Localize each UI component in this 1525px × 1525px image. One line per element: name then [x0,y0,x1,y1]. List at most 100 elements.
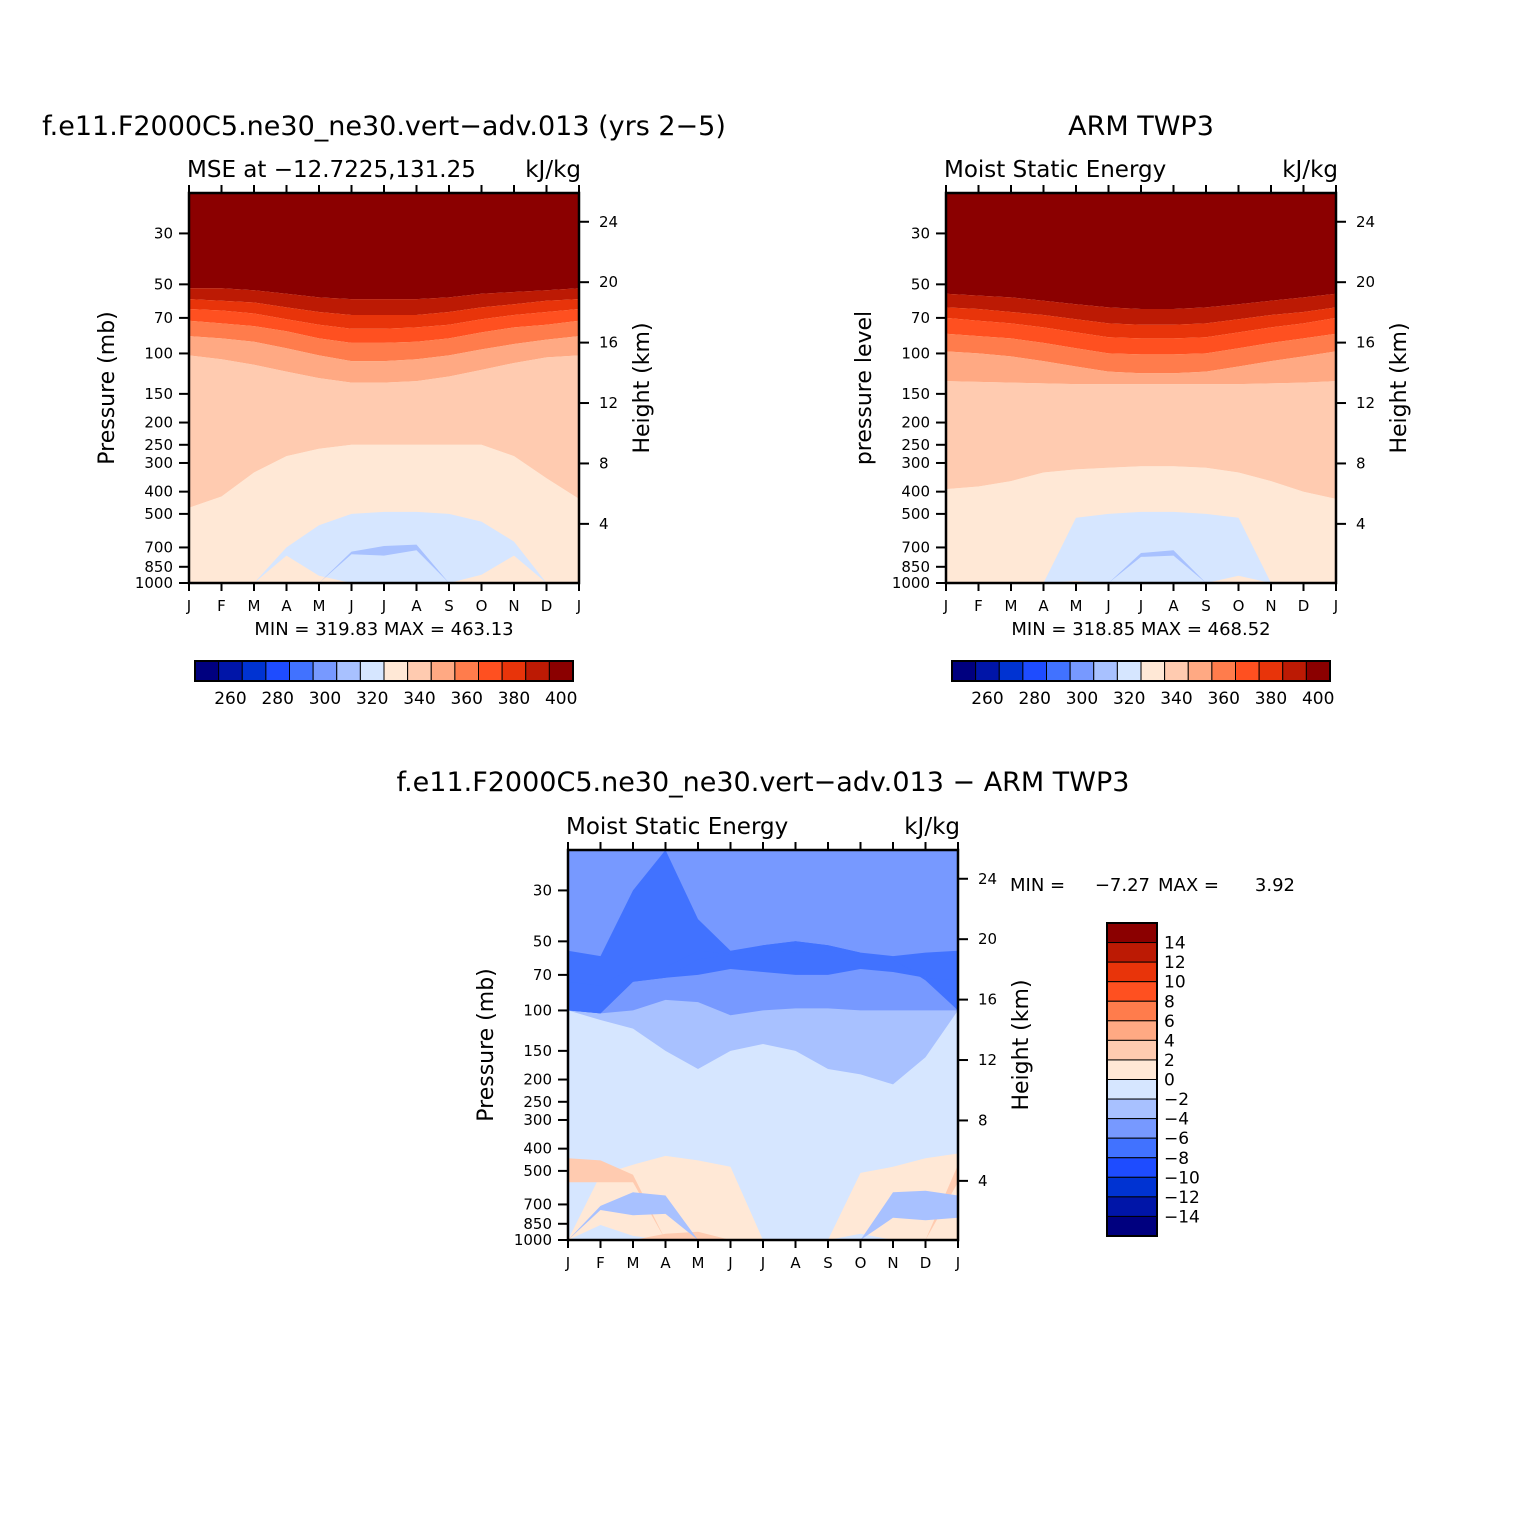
colorbar-box [1106,1020,1158,1041]
y-tick-label: 850 [523,1215,552,1233]
x-tick-label: J [1105,597,1110,615]
colorbar-label: 280 [1018,689,1050,709]
y-tick-label: 30 [911,224,930,242]
x-tick-label: N [887,1254,898,1272]
y-tick-label: 30 [533,881,552,899]
contour-band [946,550,1336,583]
colorbar-box [998,660,1024,682]
colorbar-label: −10 [1164,1168,1200,1188]
x-tick-label: J [955,1254,960,1272]
x-tick-label: S [444,597,454,615]
colorbar-box [1164,660,1189,682]
colorbar-label: 260 [214,689,246,709]
panel-observations: ARM TWP3 Moist Static Energy kJ/kg J F M A M J J A… [852,111,1412,709]
colorbar-label: −6 [1164,1129,1189,1149]
colorbar-box [1106,942,1158,963]
x-tick-label: J [186,597,191,615]
x-tick-label: J [576,597,581,615]
x-tick-label: J [348,597,353,615]
x-tick-label: M [313,597,326,615]
colorbar-label: 360 [450,689,482,709]
y-tick-label: 850 [901,558,930,576]
contour-band [946,333,1336,374]
units-label: kJ/kg [525,157,581,183]
colorbar-label: 2 [1164,1051,1175,1071]
x-tick-label: M [1005,597,1018,615]
y-tick-label-right: 20 [599,273,618,291]
colorbar-label: 280 [261,689,293,709]
contour-band [189,336,579,383]
y-tick-label-right: 8 [599,454,609,472]
x-tick-label: D [541,597,553,615]
colorbar-label: 400 [1302,689,1334,709]
colorbar-frame [194,660,574,682]
contour-band [946,351,1336,385]
y-tick-label: 150 [901,385,930,403]
colorbar-label: 6 [1164,1012,1175,1032]
y-tick-label: 100 [901,344,930,362]
colorbar-box [336,660,361,682]
colorbar-box [289,660,314,682]
y-tick-label: 500 [523,1162,552,1180]
y-tick-label: 250 [144,436,173,454]
chart-title: f.e11.F2000C5.ne30_ne30.vert−adv.013 (yr… [42,111,726,142]
colorbar-box [501,660,527,682]
y-tick-label: 400 [901,483,930,501]
colorbar-frame [1106,922,1158,1237]
y-tick-label-right: 24 [978,870,997,888]
colorbar-box [1106,1079,1158,1100]
colorbar-box [1022,660,1047,682]
chart-title: f.e11.F2000C5.ne30_ne30.vert−adv.013 − A… [397,767,1130,798]
colorbar-label: 320 [356,689,388,709]
contour-band [568,1231,958,1240]
colorbar-box [359,660,385,682]
colorbar-label: 360 [1207,689,1239,709]
y-tick-label: 1000 [135,574,173,592]
y-tick-label: 200 [144,414,173,432]
x-tick-label: A [790,1254,801,1272]
y-tick-label: 150 [523,1042,552,1060]
y-tick-label-right: 4 [1356,515,1366,533]
contour-band [946,193,1336,309]
y-tick-label: 70 [911,309,930,327]
colorbar-box [1106,981,1158,1002]
y-tick-label: 400 [523,1140,552,1158]
x-tick-label: J [1333,597,1338,615]
colorbar-label: 10 [1164,973,1186,993]
y-tick-label: 700 [523,1195,552,1213]
y-axis-label-right: Height (km) [1387,322,1412,453]
colorbar-label: 340 [1160,689,1192,709]
colorbar-label: 4 [1164,1031,1175,1051]
x-tick-label: D [1298,597,1310,615]
colorbar-box [1106,1196,1158,1217]
min-max-label: MIN = 318.85 MAX = 468.52 [1011,619,1270,640]
y-axis-label: Pressure (mb) [474,968,499,1122]
colorbar-label: 400 [545,689,577,709]
y-tick-label-right: 8 [978,1111,988,1129]
x-tick-label: J [727,1254,732,1272]
chart-subtitle: Moist Static Energy [944,157,1166,183]
y-tick-label: 700 [144,538,173,556]
contour-band [946,511,1336,583]
x-tick-label: F [596,1254,605,1272]
colorbar-box [241,660,267,682]
x-tick-label: M [692,1254,705,1272]
y-tick-label: 100 [144,344,173,362]
y-tick-label: 70 [533,966,552,984]
min-max-label: MIN = 319.83 MAX = 463.13 [254,619,513,640]
y-tick-label-right: 16 [978,991,997,1009]
x-tick-label: O [1233,597,1245,615]
contour-band [946,307,1336,339]
colorbar-box [407,660,432,682]
x-tick-label: J [565,1254,570,1272]
colorbar-box [1116,660,1142,682]
contour-band [568,1190,958,1240]
contour-band [189,544,579,583]
contour-band [189,193,579,300]
colorbar-label: 0 [1164,1071,1175,1091]
colorbar-label: 380 [1255,689,1287,709]
colorbar-box [1282,660,1307,682]
colorbar-box [1235,660,1260,682]
panel-model: f.e11.F2000C5.ne30_ne30.vert−adv.013 (yr… [42,111,726,709]
